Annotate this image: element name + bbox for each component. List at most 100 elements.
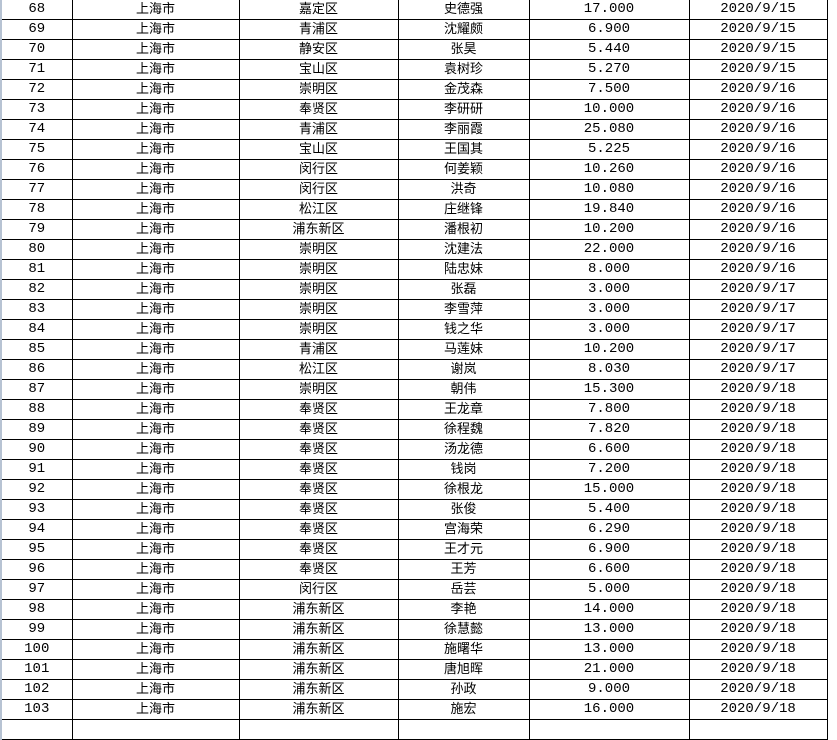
date-cell[interactable]: 2020/9/18	[688, 439, 828, 460]
name-cell[interactable]: 谢岚	[397, 359, 530, 380]
date-cell[interactable]: 2020/9/18	[688, 539, 828, 560]
district-cell[interactable]: 松江区	[238, 359, 399, 380]
district-cell[interactable]: 浦东新区	[238, 639, 399, 660]
name-cell[interactable]: 王才元	[397, 539, 530, 560]
value-cell[interactable]: 9.000	[528, 679, 690, 700]
city-cell[interactable]: 上海市	[71, 179, 240, 200]
value-cell[interactable]: 5.000	[528, 579, 690, 600]
value-cell[interactable]: 19.840	[528, 199, 690, 220]
date-cell[interactable]: 2020/9/18	[688, 679, 828, 700]
value-cell[interactable]: 7.820	[528, 419, 690, 440]
value-cell[interactable]: 21.000	[528, 659, 690, 680]
row-number-cell[interactable]: 72	[0, 79, 73, 100]
name-cell[interactable]: 陆忠妹	[397, 259, 530, 280]
city-cell[interactable]: 上海市	[71, 219, 240, 240]
value-cell[interactable]: 5.400	[528, 499, 690, 520]
row-number-cell[interactable]: 70	[0, 39, 73, 60]
empty-cell[interactable]	[71, 719, 240, 740]
district-cell[interactable]: 崇明区	[238, 279, 399, 300]
name-cell[interactable]: 汤龙德	[397, 439, 530, 460]
district-cell[interactable]: 青浦区	[238, 19, 399, 40]
name-cell[interactable]: 何姜颖	[397, 159, 530, 180]
district-cell[interactable]: 浦东新区	[238, 659, 399, 680]
name-cell[interactable]: 宫海荣	[397, 519, 530, 540]
name-cell[interactable]: 李艳	[397, 599, 530, 620]
city-cell[interactable]: 上海市	[71, 639, 240, 660]
row-number-cell[interactable]: 68	[0, 0, 73, 20]
name-cell[interactable]: 唐旭晖	[397, 659, 530, 680]
row-number-cell[interactable]: 96	[0, 559, 73, 580]
empty-cell[interactable]	[238, 719, 399, 740]
name-cell[interactable]: 王龙章	[397, 399, 530, 420]
city-cell[interactable]: 上海市	[71, 159, 240, 180]
value-cell[interactable]: 14.000	[528, 599, 690, 620]
name-cell[interactable]: 徐根龙	[397, 479, 530, 500]
district-cell[interactable]: 崇明区	[238, 299, 399, 320]
value-cell[interactable]: 6.900	[528, 19, 690, 40]
date-cell[interactable]: 2020/9/18	[688, 659, 828, 680]
city-cell[interactable]: 上海市	[71, 399, 240, 420]
name-cell[interactable]: 史德强	[397, 0, 530, 20]
value-cell[interactable]: 10.260	[528, 159, 690, 180]
value-cell[interactable]: 13.000	[528, 639, 690, 660]
name-cell[interactable]: 张俊	[397, 499, 530, 520]
row-number-cell[interactable]: 98	[0, 599, 73, 620]
district-cell[interactable]: 浦东新区	[238, 679, 399, 700]
row-number-cell[interactable]: 102	[0, 679, 73, 700]
name-cell[interactable]: 庄继锋	[397, 199, 530, 220]
value-cell[interactable]: 3.000	[528, 299, 690, 320]
name-cell[interactable]: 李雪萍	[397, 299, 530, 320]
city-cell[interactable]: 上海市	[71, 619, 240, 640]
value-cell[interactable]: 22.000	[528, 239, 690, 260]
district-cell[interactable]: 闵行区	[238, 179, 399, 200]
value-cell[interactable]: 7.800	[528, 399, 690, 420]
row-number-cell[interactable]: 91	[0, 459, 73, 480]
city-cell[interactable]: 上海市	[71, 19, 240, 40]
value-cell[interactable]: 10.080	[528, 179, 690, 200]
name-cell[interactable]: 张昊	[397, 39, 530, 60]
city-cell[interactable]: 上海市	[71, 199, 240, 220]
name-cell[interactable]: 王芳	[397, 559, 530, 580]
value-cell[interactable]: 16.000	[528, 699, 690, 720]
name-cell[interactable]: 施宏	[397, 699, 530, 720]
date-cell[interactable]: 2020/9/16	[688, 239, 828, 260]
value-cell[interactable]: 6.290	[528, 519, 690, 540]
name-cell[interactable]: 钱岗	[397, 459, 530, 480]
value-cell[interactable]: 17.000	[528, 0, 690, 20]
district-cell[interactable]: 嘉定区	[238, 0, 399, 20]
name-cell[interactable]: 潘根初	[397, 219, 530, 240]
name-cell[interactable]: 孙政	[397, 679, 530, 700]
date-cell[interactable]: 2020/9/15	[688, 0, 828, 20]
row-number-cell[interactable]: 82	[0, 279, 73, 300]
city-cell[interactable]: 上海市	[71, 419, 240, 440]
city-cell[interactable]: 上海市	[71, 499, 240, 520]
district-cell[interactable]: 奉贤区	[238, 479, 399, 500]
row-number-cell[interactable]: 71	[0, 59, 73, 80]
city-cell[interactable]: 上海市	[71, 279, 240, 300]
name-cell[interactable]: 张磊	[397, 279, 530, 300]
city-cell[interactable]: 上海市	[71, 579, 240, 600]
district-cell[interactable]: 闵行区	[238, 159, 399, 180]
value-cell[interactable]: 25.080	[528, 119, 690, 140]
row-number-cell[interactable]: 77	[0, 179, 73, 200]
district-cell[interactable]: 崇明区	[238, 319, 399, 340]
district-cell[interactable]: 奉贤区	[238, 99, 399, 120]
row-number-cell[interactable]: 89	[0, 419, 73, 440]
name-cell[interactable]: 沈建法	[397, 239, 530, 260]
date-cell[interactable]: 2020/9/16	[688, 199, 828, 220]
value-cell[interactable]: 5.270	[528, 59, 690, 80]
city-cell[interactable]: 上海市	[71, 539, 240, 560]
date-cell[interactable]: 2020/9/17	[688, 299, 828, 320]
city-cell[interactable]: 上海市	[71, 139, 240, 160]
date-cell[interactable]: 2020/9/17	[688, 359, 828, 380]
value-cell[interactable]: 6.600	[528, 439, 690, 460]
empty-cell[interactable]	[397, 719, 530, 740]
city-cell[interactable]: 上海市	[71, 679, 240, 700]
date-cell[interactable]: 2020/9/16	[688, 99, 828, 120]
row-number-cell[interactable]: 86	[0, 359, 73, 380]
row-number-cell[interactable]: 75	[0, 139, 73, 160]
district-cell[interactable]: 宝山区	[238, 59, 399, 80]
date-cell[interactable]: 2020/9/18	[688, 519, 828, 540]
date-cell[interactable]: 2020/9/17	[688, 339, 828, 360]
city-cell[interactable]: 上海市	[71, 439, 240, 460]
